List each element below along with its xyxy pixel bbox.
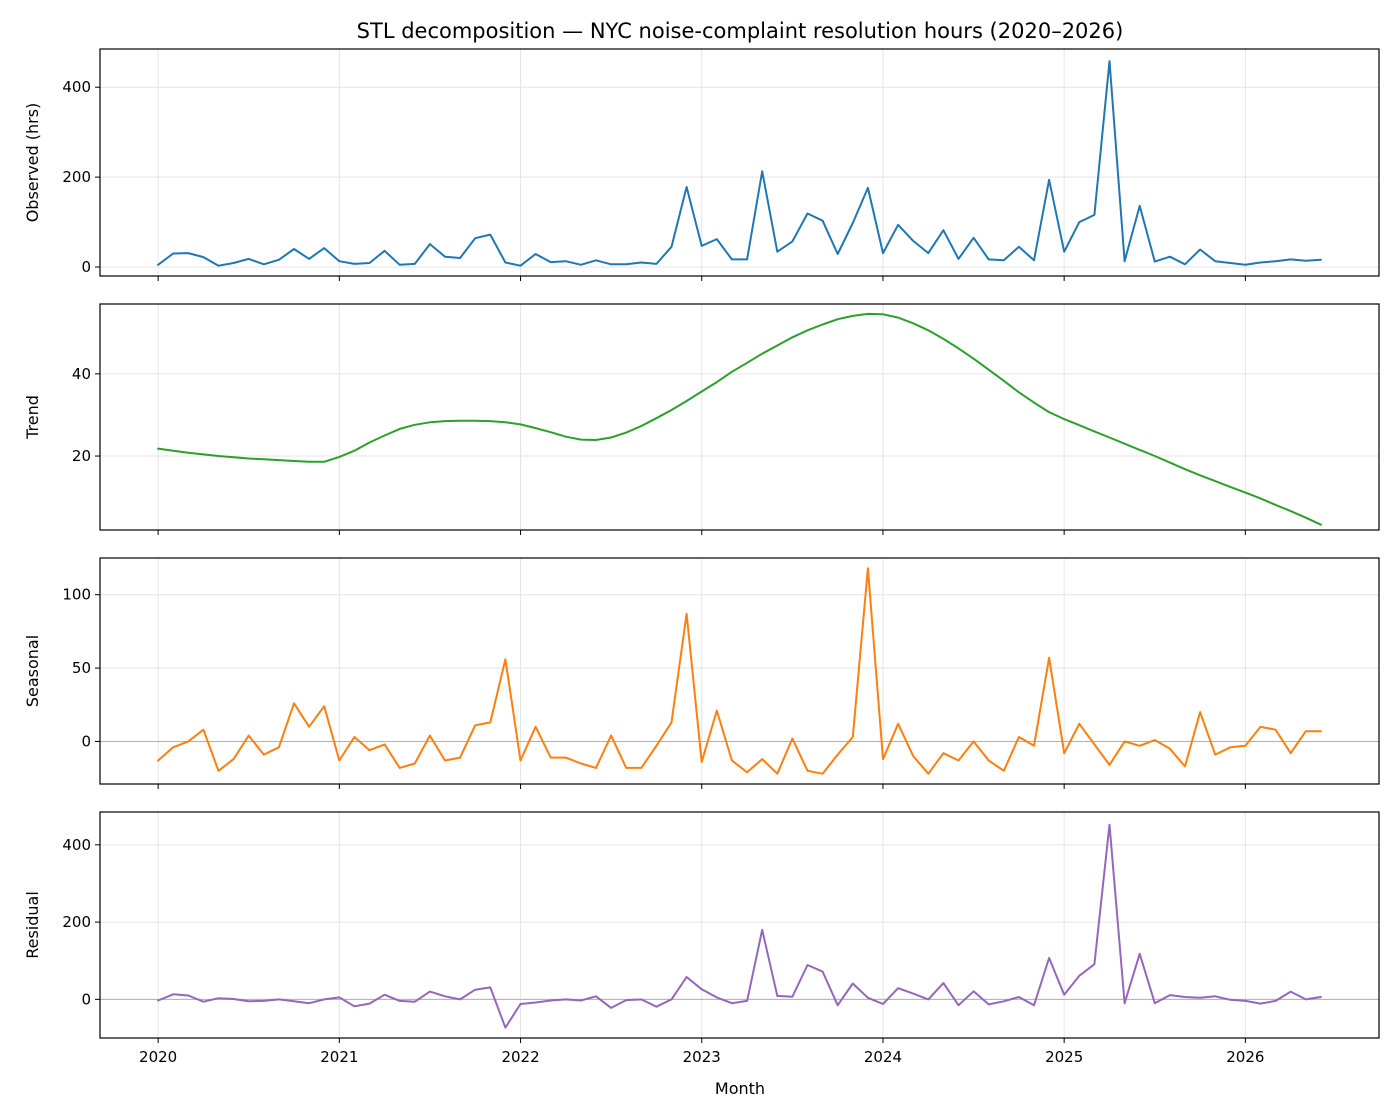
y-axis-label-observed: Observed (hrs) bbox=[23, 103, 42, 223]
panel-frame bbox=[99, 811, 1380, 1039]
x-tick-label: 2020 bbox=[139, 1048, 177, 1066]
x-axis-label: Month bbox=[715, 1079, 765, 1098]
chart-title: STL decomposition — NYC noise-complaint … bbox=[357, 19, 1124, 43]
x-tick-label: 2022 bbox=[501, 1048, 539, 1066]
panel-observed: 0 200 400 Observed (hrs) bbox=[23, 48, 1380, 281]
panel-frame bbox=[99, 48, 1380, 277]
y-tick-label: 20 bbox=[72, 447, 91, 465]
y-tick-label: 400 bbox=[62, 78, 91, 96]
panel-seasonal: 0 50 100 Seasonal bbox=[23, 557, 1380, 789]
series-line-observed bbox=[157, 60, 1322, 267]
y-tick-label: 50 bbox=[72, 659, 91, 677]
y-axis-label-trend: Trend bbox=[23, 395, 42, 440]
y-tick-label: 0 bbox=[81, 258, 91, 276]
y-axis-label-seasonal: Seasonal bbox=[23, 635, 42, 707]
y-tick-label: 200 bbox=[62, 168, 91, 186]
y-tick-label: 40 bbox=[72, 365, 91, 383]
x-tick-label: 2026 bbox=[1226, 1048, 1264, 1066]
y-tick-label: 200 bbox=[62, 913, 91, 931]
y-tick-label: 0 bbox=[81, 732, 91, 750]
panels-group: 0 200 400 Observed (hrs) 20 40 Trend 0 50 100 Seas… bbox=[23, 48, 1380, 1066]
y-tick-label: 400 bbox=[62, 836, 91, 854]
x-tick-label: 2023 bbox=[683, 1048, 721, 1066]
panel-frame bbox=[99, 303, 1380, 531]
x-tick-label: 2021 bbox=[320, 1048, 358, 1066]
x-tick-label: 2024 bbox=[864, 1048, 902, 1066]
y-tick-label: 0 bbox=[81, 990, 91, 1008]
x-tick-label: 2025 bbox=[1045, 1048, 1083, 1066]
panel-residual: 2020 2021 2022 2023 2024 2025 2026 0 200 400 Resid… bbox=[23, 811, 1380, 1066]
series-line-residual bbox=[157, 823, 1322, 1029]
series-line-trend bbox=[157, 312, 1322, 526]
panel-trend: 20 40 Trend bbox=[23, 303, 1380, 535]
y-tick-label: 100 bbox=[62, 586, 91, 604]
series-line-seasonal bbox=[157, 567, 1322, 775]
y-axis-label-residual: Residual bbox=[23, 891, 42, 959]
panel-frame bbox=[99, 557, 1380, 785]
